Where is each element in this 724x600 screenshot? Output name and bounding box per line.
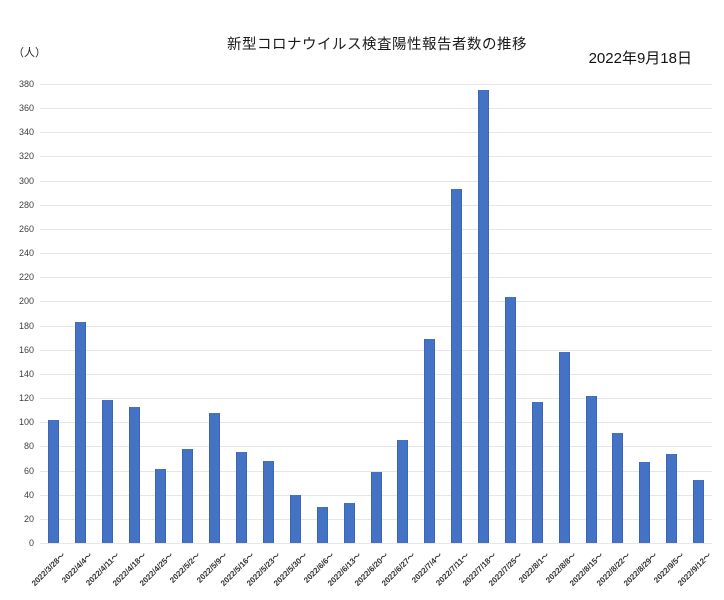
bar xyxy=(424,338,436,543)
y-tick-label: 140 xyxy=(18,368,34,379)
bar xyxy=(558,352,570,543)
bar xyxy=(262,460,274,543)
bar xyxy=(639,462,651,543)
y-tick-label: 0 xyxy=(28,538,34,548)
y-tick-label: 180 xyxy=(18,320,34,331)
gridline xyxy=(40,253,712,255)
gridline xyxy=(40,84,712,85)
bar xyxy=(74,321,86,543)
bar xyxy=(316,506,328,543)
gridline xyxy=(40,132,712,134)
bar xyxy=(236,452,248,543)
y-tick-label: 220 xyxy=(18,272,34,283)
bar xyxy=(47,419,59,543)
y-tick-label: 280 xyxy=(18,199,34,210)
gridline xyxy=(40,180,712,182)
bar xyxy=(182,448,194,543)
bar xyxy=(397,440,409,543)
y-tick-label: 160 xyxy=(18,344,34,355)
gridline xyxy=(40,398,712,400)
gridline xyxy=(40,108,712,110)
bar xyxy=(451,189,463,543)
gridline xyxy=(40,204,712,206)
bar xyxy=(289,494,301,543)
bar xyxy=(504,296,516,543)
y-tick-label: 80 xyxy=(23,441,34,452)
gridline xyxy=(40,301,712,303)
gridline xyxy=(40,373,712,375)
y-tick-label: 300 xyxy=(18,175,34,186)
gridline xyxy=(40,470,712,472)
bar xyxy=(370,471,382,543)
gridline xyxy=(40,228,712,230)
y-tick-label: 260 xyxy=(18,223,34,234)
bar xyxy=(128,406,140,543)
bar xyxy=(101,400,113,543)
bar xyxy=(155,469,167,543)
gridline xyxy=(40,543,712,544)
y-tick-label: 240 xyxy=(18,248,34,259)
y-tick-label: 360 xyxy=(18,103,34,114)
y-tick-label: 380 xyxy=(18,79,34,89)
bar xyxy=(531,401,543,543)
bar xyxy=(209,412,221,543)
gridline xyxy=(40,325,712,327)
y-tick-label: 340 xyxy=(18,127,34,138)
gridline xyxy=(40,446,712,448)
y-tick-label: 120 xyxy=(18,393,34,404)
y-tick-label: 60 xyxy=(23,465,34,476)
plot-area: 0 20 40 60 80 100 120 140 160 180 200 220 240 260 280 3… xyxy=(19,79,713,588)
y-axis-unit-label: （人） xyxy=(13,47,46,59)
gridline xyxy=(40,156,712,158)
gridline xyxy=(40,277,712,279)
y-tick-label: 200 xyxy=(18,296,34,307)
bar xyxy=(585,395,597,543)
y-tick-label: 40 xyxy=(23,489,34,500)
bar xyxy=(478,90,490,543)
chart-date-label: 2022年9月18日 xyxy=(588,50,692,67)
bar xyxy=(693,480,705,543)
bar xyxy=(343,503,355,543)
bar xyxy=(666,453,678,543)
gridline xyxy=(40,349,712,351)
chart-title: 新型コロナウイルス検査陽性報告者数の推移 xyxy=(227,37,527,53)
y-tick-label: 100 xyxy=(18,417,34,428)
y-tick-label: 20 xyxy=(23,513,34,524)
gridline xyxy=(40,422,712,424)
bar xyxy=(612,433,624,543)
y-tick-label: 320 xyxy=(18,151,34,162)
